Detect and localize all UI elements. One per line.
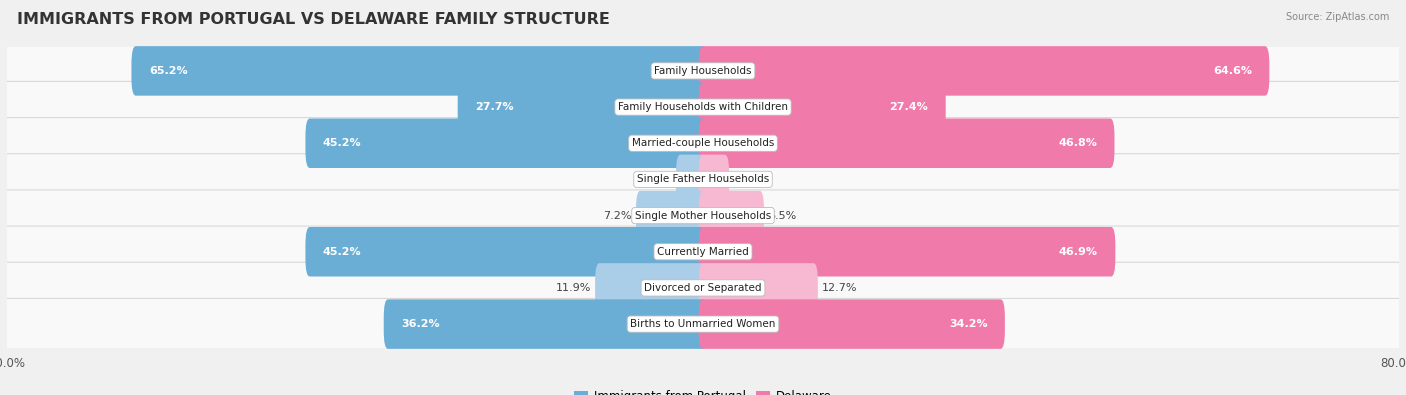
- FancyBboxPatch shape: [458, 82, 707, 132]
- Text: Currently Married: Currently Married: [657, 247, 749, 257]
- FancyBboxPatch shape: [384, 299, 707, 349]
- Text: 34.2%: 34.2%: [949, 319, 987, 329]
- Text: 27.7%: 27.7%: [475, 102, 513, 112]
- Text: Source: ZipAtlas.com: Source: ZipAtlas.com: [1285, 12, 1389, 22]
- Text: 65.2%: 65.2%: [149, 66, 187, 76]
- Text: Married-couple Households: Married-couple Households: [631, 138, 775, 148]
- Text: Single Mother Households: Single Mother Households: [636, 211, 770, 220]
- Text: 2.6%: 2.6%: [644, 175, 672, 184]
- FancyBboxPatch shape: [699, 155, 730, 204]
- Text: Single Father Households: Single Father Households: [637, 175, 769, 184]
- Text: 45.2%: 45.2%: [323, 247, 361, 257]
- Text: Births to Unmarried Women: Births to Unmarried Women: [630, 319, 776, 329]
- FancyBboxPatch shape: [131, 46, 707, 96]
- FancyBboxPatch shape: [0, 226, 1406, 277]
- FancyBboxPatch shape: [0, 190, 1406, 241]
- Text: 27.4%: 27.4%: [890, 102, 928, 112]
- FancyBboxPatch shape: [0, 154, 1406, 205]
- FancyBboxPatch shape: [699, 46, 1270, 96]
- FancyBboxPatch shape: [699, 299, 1005, 349]
- FancyBboxPatch shape: [676, 155, 707, 204]
- Text: Family Households: Family Households: [654, 66, 752, 76]
- Text: 12.7%: 12.7%: [823, 283, 858, 293]
- Text: Family Households with Children: Family Households with Children: [619, 102, 787, 112]
- FancyBboxPatch shape: [0, 118, 1406, 169]
- FancyBboxPatch shape: [0, 262, 1406, 314]
- Text: 11.9%: 11.9%: [555, 283, 591, 293]
- Text: IMMIGRANTS FROM PORTUGAL VS DELAWARE FAMILY STRUCTURE: IMMIGRANTS FROM PORTUGAL VS DELAWARE FAM…: [17, 12, 610, 27]
- Text: 46.9%: 46.9%: [1059, 247, 1098, 257]
- Text: 36.2%: 36.2%: [401, 319, 440, 329]
- Text: 6.5%: 6.5%: [768, 211, 796, 220]
- FancyBboxPatch shape: [699, 191, 763, 240]
- Text: 2.5%: 2.5%: [734, 175, 762, 184]
- FancyBboxPatch shape: [699, 227, 1115, 276]
- Legend: Immigrants from Portugal, Delaware: Immigrants from Portugal, Delaware: [569, 385, 837, 395]
- FancyBboxPatch shape: [305, 227, 707, 276]
- FancyBboxPatch shape: [636, 191, 707, 240]
- Text: Divorced or Separated: Divorced or Separated: [644, 283, 762, 293]
- FancyBboxPatch shape: [0, 298, 1406, 350]
- Text: 7.2%: 7.2%: [603, 211, 631, 220]
- FancyBboxPatch shape: [699, 82, 946, 132]
- FancyBboxPatch shape: [305, 118, 707, 168]
- Text: 64.6%: 64.6%: [1213, 66, 1251, 76]
- FancyBboxPatch shape: [595, 263, 707, 313]
- FancyBboxPatch shape: [699, 263, 818, 313]
- FancyBboxPatch shape: [699, 118, 1115, 168]
- FancyBboxPatch shape: [0, 81, 1406, 133]
- Text: 46.8%: 46.8%: [1059, 138, 1097, 148]
- FancyBboxPatch shape: [0, 45, 1406, 97]
- Text: 45.2%: 45.2%: [323, 138, 361, 148]
